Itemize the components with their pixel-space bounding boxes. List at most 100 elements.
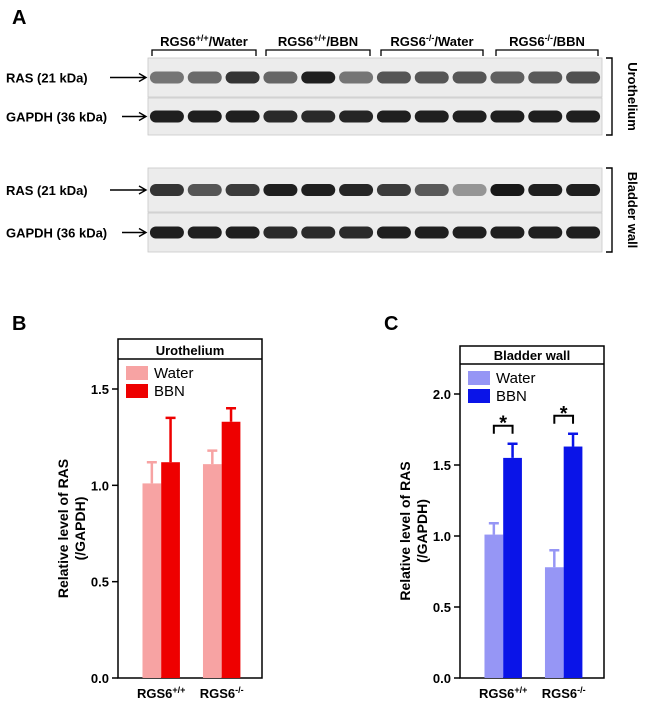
blot-band	[301, 184, 336, 196]
panel-b-letter: B	[12, 313, 26, 335]
blot-band	[263, 184, 298, 196]
y-tick-label: 0.5	[433, 600, 451, 615]
blot-band	[490, 71, 525, 84]
blot-band	[187, 184, 222, 196]
blot-row-label: RAS (21 kDa)	[6, 183, 88, 198]
x-tick-label: RGS6-/-	[200, 685, 244, 701]
plot-frame	[459, 345, 605, 679]
y-tick-label: 0.5	[91, 575, 109, 590]
blot-group-bracket	[151, 49, 257, 56]
blot-row-arrow	[110, 72, 148, 83]
blot-row-label: RAS (21 kDa)	[6, 71, 88, 86]
blot-row-label: GAPDH (36 kDa)	[6, 226, 107, 241]
blot-band	[376, 226, 411, 239]
chart-bladder-wall: Bladder wall 0.0 0.5 1.0 1.5 2.0 Relative leve…	[397, 345, 605, 701]
blot-band	[301, 71, 336, 84]
blot-band	[187, 226, 222, 239]
blot-band	[263, 226, 298, 239]
blot-group-bracket	[380, 49, 484, 56]
legend-label: BBN	[496, 388, 527, 405]
y-axis-label: (/GAPDH)	[414, 499, 430, 563]
blot-band	[528, 71, 563, 84]
blot-band	[263, 71, 298, 84]
blot-band	[376, 71, 411, 84]
blot-band	[490, 226, 525, 239]
blot-band	[452, 110, 487, 123]
bar	[142, 483, 162, 678]
significance-star: *	[499, 413, 507, 435]
blot-band	[528, 184, 563, 196]
blot-band	[414, 71, 449, 84]
blot-band	[452, 71, 487, 84]
legend-label: BBN	[154, 383, 185, 400]
blot-band	[339, 71, 374, 84]
blot-band	[414, 184, 449, 196]
blot-band	[452, 184, 487, 196]
blot-band	[149, 184, 184, 196]
blot-band	[225, 71, 260, 84]
y-tick-label: 1.5	[433, 458, 451, 473]
blot-band	[566, 184, 601, 196]
blot-band	[301, 226, 336, 239]
error-bar	[165, 416, 176, 463]
bar	[161, 462, 180, 678]
y-tick-label: 1.0	[433, 529, 451, 544]
blot-band	[490, 184, 525, 196]
blot-group-label: RGS6+/+/BBN	[278, 33, 358, 49]
error-bar	[568, 432, 579, 447]
blot-band	[528, 226, 563, 239]
legend-swatch	[468, 371, 490, 385]
blot-band	[149, 226, 184, 239]
significance-star: *	[560, 403, 568, 425]
y-tick-label: 2.0	[433, 387, 451, 402]
legend-swatch	[126, 366, 148, 380]
x-tick-label: RGS6+/+	[479, 685, 527, 701]
y-axis-label: (/GAPDH)	[72, 497, 88, 561]
error-bar	[226, 407, 237, 422]
blot-strip	[147, 212, 603, 253]
blot-row-arrow	[122, 111, 148, 122]
blot-row-arrow	[110, 185, 148, 195]
x-tick-label: RGS6-/-	[542, 685, 586, 701]
blot-group-label: RGS6-/-/Water	[390, 33, 473, 49]
legend-swatch	[468, 389, 490, 403]
bar	[563, 446, 583, 678]
bar	[503, 457, 522, 678]
y-tick-label: 1.5	[91, 382, 109, 397]
blot-band	[225, 226, 260, 239]
y-tick-label: 0.0	[433, 671, 451, 686]
blot-band	[414, 226, 449, 239]
legend-label: Water	[154, 365, 193, 382]
blot-band	[490, 110, 525, 123]
bar	[484, 534, 504, 678]
blot-band	[149, 71, 184, 84]
chart-title: Urothelium	[156, 343, 225, 358]
blot-band	[528, 110, 563, 123]
blot-group-label: RGS6-/-/BBN	[509, 33, 585, 49]
error-bar	[207, 449, 218, 465]
blot-band	[149, 110, 184, 123]
tissue-label: Bladder wall	[625, 172, 640, 249]
blot-band	[566, 71, 601, 84]
blot-band	[339, 110, 374, 123]
blot-band	[339, 184, 374, 196]
blot-row-label: GAPDH (36 kDa)	[6, 110, 107, 125]
blot-strip	[147, 97, 603, 136]
y-tick-label: 1.0	[91, 478, 109, 493]
western-blot: RGS6+/+/Water RGS6+/+/BBN RGS6-/-/Water RGS…	[6, 33, 640, 253]
bar	[221, 421, 241, 678]
tissue-bracket	[606, 57, 613, 136]
bar	[544, 567, 564, 678]
error-bar	[146, 460, 157, 484]
chart-title: Bladder wall	[494, 348, 571, 363]
bar	[202, 464, 222, 678]
blot-band	[187, 110, 222, 123]
legend-swatch	[126, 384, 148, 398]
blot-band	[263, 110, 298, 123]
blot-row-arrow	[122, 227, 148, 238]
blot-band	[566, 110, 601, 123]
error-bar	[507, 442, 518, 458]
y-axis-label: Relative level of RAS	[55, 459, 71, 598]
blot-band	[376, 110, 411, 123]
